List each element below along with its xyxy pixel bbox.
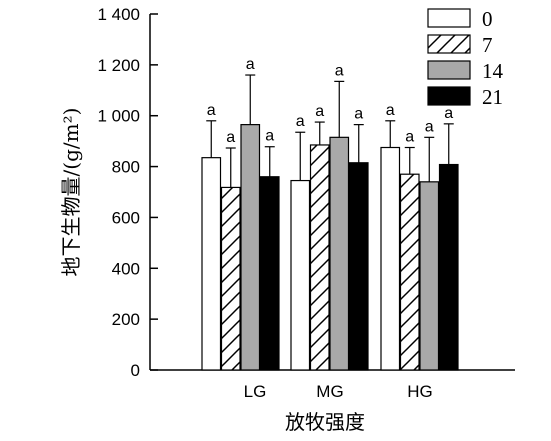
y-tick-label: 600 — [112, 208, 140, 227]
significance-label: a — [226, 129, 235, 146]
x-tick-label: HG — [407, 382, 433, 401]
x-axis-title: 放牧强度 — [285, 410, 365, 434]
bar — [438, 163, 459, 371]
y-tick-label: 400 — [112, 259, 140, 278]
significance-label: a — [335, 62, 344, 79]
bar — [259, 176, 280, 371]
significance-label: a — [405, 129, 414, 146]
legend-swatch — [427, 34, 471, 54]
significance-label: a — [354, 106, 363, 123]
bar — [290, 179, 311, 371]
y-tick-label: 1 000 — [97, 107, 140, 126]
legend-swatch — [427, 86, 471, 106]
legend-label: 0 — [482, 7, 493, 31]
significance-label: a — [296, 113, 305, 130]
legend-swatch — [427, 60, 471, 80]
bar — [240, 124, 261, 371]
x-tick-label: LG — [244, 382, 267, 401]
y-tick-label: 1 400 — [97, 5, 140, 24]
significance-label: a — [207, 102, 216, 119]
bar — [201, 157, 222, 371]
bar — [309, 144, 330, 371]
x-tick-label: MG — [316, 382, 343, 401]
bar — [348, 162, 369, 371]
significance-label: a — [246, 56, 255, 73]
legend-label: 14 — [482, 59, 504, 83]
legend-label: 7 — [482, 33, 493, 57]
y-axis-title: 地下生物量/(g/m²) — [59, 108, 83, 277]
legend-swatch — [427, 8, 471, 28]
bar — [399, 173, 420, 371]
significance-label: a — [386, 102, 395, 119]
significance-label: a — [315, 103, 324, 120]
bar — [419, 181, 440, 371]
legend-label: 21 — [482, 85, 503, 109]
significance-label: a — [425, 118, 434, 135]
y-tick-label: 1 200 — [97, 56, 140, 75]
bar — [220, 186, 241, 371]
y-tick-label: 0 — [131, 361, 140, 380]
significance-label: a — [265, 128, 274, 145]
significance-label: a — [444, 105, 453, 122]
y-tick-label: 800 — [112, 158, 140, 177]
bar — [380, 146, 401, 371]
bar — [329, 136, 350, 371]
y-tick-label: 200 — [112, 310, 140, 329]
